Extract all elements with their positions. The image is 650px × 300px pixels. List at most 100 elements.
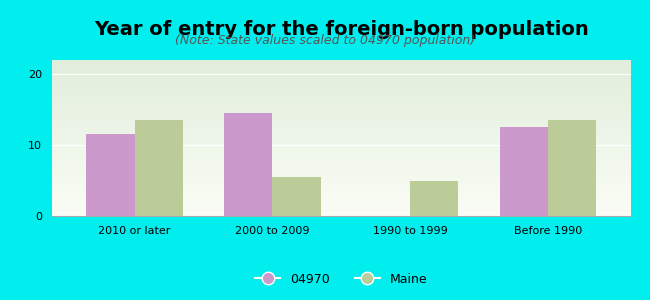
- Bar: [52, 74, 630, 76]
- Bar: [52, 94, 630, 96]
- Bar: [52, 208, 630, 210]
- Bar: [52, 99, 630, 100]
- Bar: [52, 200, 630, 202]
- Bar: [52, 197, 630, 199]
- Bar: [52, 85, 630, 86]
- Bar: [52, 91, 630, 93]
- Bar: [52, 90, 630, 91]
- Bar: [52, 168, 630, 169]
- Bar: [52, 104, 630, 105]
- Bar: [52, 110, 630, 112]
- Bar: [52, 129, 630, 130]
- Bar: [272, 177, 320, 216]
- Bar: [52, 177, 630, 178]
- Bar: [52, 122, 630, 124]
- Bar: [52, 113, 630, 115]
- Bar: [52, 115, 630, 116]
- Bar: [52, 141, 630, 143]
- Bar: [52, 160, 630, 161]
- Bar: [52, 96, 630, 98]
- Bar: [548, 120, 596, 216]
- Bar: [52, 116, 630, 118]
- Bar: [52, 158, 630, 160]
- Bar: [52, 118, 630, 119]
- Bar: [52, 169, 630, 171]
- Bar: [52, 191, 630, 193]
- Bar: [52, 155, 630, 157]
- Bar: [52, 172, 630, 174]
- Bar: [52, 143, 630, 144]
- Bar: [52, 82, 630, 83]
- Bar: [52, 157, 630, 158]
- Bar: [52, 133, 630, 135]
- Bar: [52, 71, 630, 73]
- Bar: [52, 188, 630, 190]
- Bar: [52, 66, 630, 68]
- Bar: [52, 203, 630, 205]
- Bar: [52, 199, 630, 200]
- Bar: [52, 61, 630, 63]
- Bar: [52, 161, 630, 163]
- Bar: [52, 121, 630, 122]
- Bar: [52, 210, 630, 211]
- Bar: [86, 134, 135, 216]
- Bar: [52, 100, 630, 102]
- Bar: [52, 77, 630, 79]
- Bar: [52, 73, 630, 74]
- Bar: [52, 135, 630, 136]
- Bar: [52, 183, 630, 185]
- Bar: [135, 120, 183, 216]
- Bar: [52, 182, 630, 183]
- Bar: [52, 63, 630, 65]
- Bar: [52, 76, 630, 77]
- Bar: [52, 178, 630, 180]
- Bar: [52, 152, 630, 154]
- Bar: [52, 80, 630, 82]
- Bar: [52, 132, 630, 133]
- Bar: [500, 128, 548, 216]
- Bar: [410, 181, 458, 216]
- Bar: [52, 108, 630, 110]
- Bar: [52, 149, 630, 151]
- Bar: [52, 60, 630, 61]
- Bar: [52, 105, 630, 107]
- Bar: [52, 112, 630, 113]
- Legend: 04970, Maine: 04970, Maine: [250, 268, 432, 291]
- Bar: [52, 174, 630, 176]
- Bar: [52, 130, 630, 132]
- Bar: [52, 190, 630, 191]
- Bar: [52, 193, 630, 194]
- Bar: [52, 86, 630, 88]
- Text: (Note: State values scaled to 04970 population): (Note: State values scaled to 04970 popu…: [175, 34, 475, 47]
- Bar: [52, 205, 630, 207]
- Bar: [52, 136, 630, 138]
- Bar: [52, 146, 630, 147]
- Title: Year of entry for the foreign-born population: Year of entry for the foreign-born popul…: [94, 20, 589, 39]
- Bar: [52, 98, 630, 99]
- Bar: [52, 144, 630, 146]
- Bar: [52, 138, 630, 140]
- Bar: [52, 140, 630, 141]
- Bar: [52, 88, 630, 90]
- Bar: [52, 151, 630, 152]
- Bar: [52, 185, 630, 186]
- Bar: [52, 166, 630, 168]
- Bar: [52, 79, 630, 80]
- Bar: [52, 119, 630, 121]
- Bar: [52, 171, 630, 172]
- Bar: [52, 163, 630, 164]
- Bar: [52, 196, 630, 197]
- Bar: [52, 176, 630, 177]
- Bar: [52, 147, 630, 149]
- Bar: [224, 113, 272, 216]
- Bar: [52, 180, 630, 182]
- Bar: [52, 211, 630, 213]
- Bar: [52, 93, 630, 94]
- Bar: [52, 68, 630, 69]
- Bar: [52, 194, 630, 196]
- Bar: [52, 202, 630, 203]
- Bar: [52, 127, 630, 129]
- Bar: [52, 124, 630, 125]
- Bar: [52, 214, 630, 216]
- Bar: [52, 107, 630, 108]
